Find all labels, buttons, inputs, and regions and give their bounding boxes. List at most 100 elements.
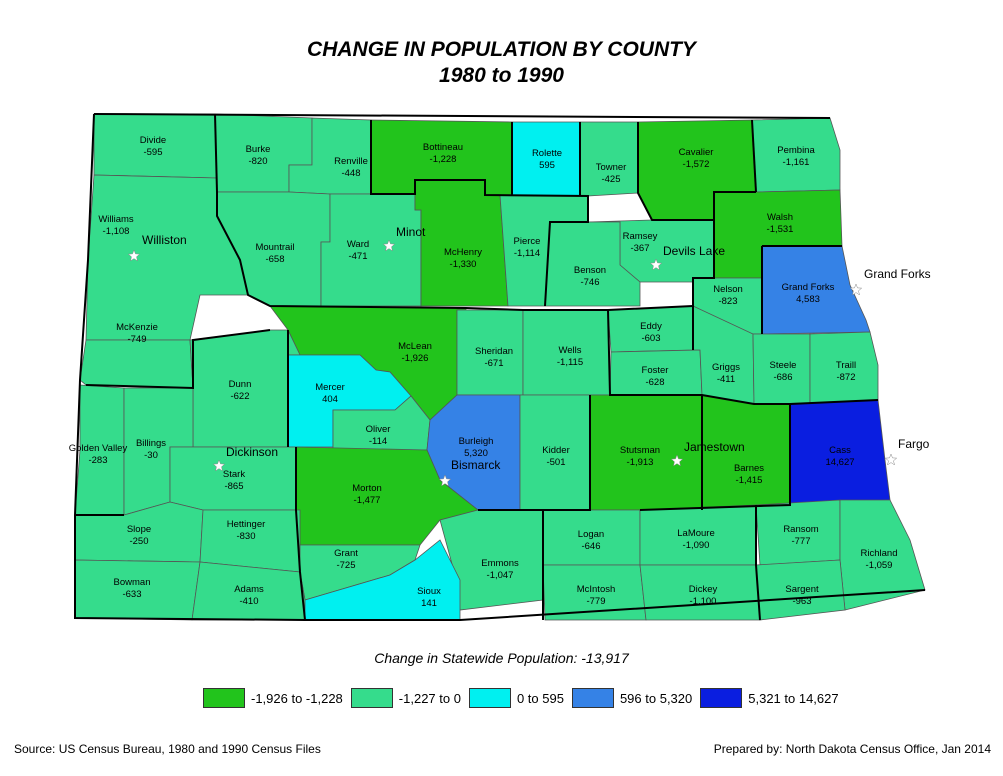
county-name-label: Benson (574, 265, 606, 276)
county-name-label: Slope (127, 524, 151, 535)
county-value-label: 14,627 (825, 457, 854, 468)
city-star-icon (649, 258, 663, 271)
county-name-label: Morton (352, 483, 382, 494)
county-name-label: Foster (642, 365, 669, 376)
county-name-label: Rolette (532, 148, 562, 159)
legend-item: 0 to 595 (468, 688, 564, 708)
county-name-label: Bowman (114, 577, 151, 588)
region-border (214, 113, 218, 193)
county-value-label: -1,090 (683, 540, 710, 551)
county-value-label: -1,477 (354, 495, 381, 506)
statewide-population-change: Change in Statewide Population: -13,917 (374, 650, 629, 666)
county-name-label: McIntosh (577, 584, 616, 595)
county-name-label: McHenry (444, 247, 482, 258)
county-value-label: -30 (144, 450, 158, 461)
region-border (370, 120, 589, 307)
county-value-label: -425 (601, 174, 620, 185)
county-name-label: Kidder (542, 445, 569, 456)
city-star-icon (670, 454, 684, 467)
county-name-label: Walsh (767, 212, 793, 223)
county-name-label: Ramsey (623, 231, 658, 242)
city-star-icon (849, 283, 863, 296)
county-value-label: -1,100 (690, 596, 717, 607)
county-divide (93, 113, 218, 179)
county-value-label: -410 (239, 596, 258, 607)
county-name-label: Dickey (689, 584, 718, 595)
county-value-label: -1,108 (103, 226, 130, 237)
county-value-label: -622 (230, 391, 249, 402)
county-name-label: Emmons (481, 558, 519, 569)
county-name-label: Williams (98, 214, 134, 225)
region-border (692, 220, 715, 350)
county-value-label: -746 (580, 277, 599, 288)
map-legend: -1,926 to -1,228 -1,227 to 0 0 to 595 59… (203, 687, 847, 709)
county-name-label: Grand Forks (782, 282, 835, 293)
county-value-label: -471 (348, 251, 367, 262)
county-name-label: Sargent (785, 584, 819, 595)
county-name-label: Dunn (229, 379, 252, 390)
county-ward (320, 193, 422, 307)
county-value-label: -1,415 (736, 475, 763, 486)
city-label: Dickinson (226, 445, 278, 459)
county-value-label: -1,228 (430, 154, 457, 165)
county-value-label: -411 (717, 374, 735, 385)
county-name-label: Billings (136, 438, 166, 449)
county-value-label: -250 (129, 536, 148, 547)
city-star-icon (212, 459, 226, 472)
region-border (216, 192, 694, 311)
county-name-label: Barnes (734, 463, 764, 474)
region-border (637, 122, 756, 221)
legend-item: 5,321 to 14,627 (700, 688, 839, 708)
county-value-label: 404 (322, 394, 338, 405)
county-value-label: -1,330 (450, 259, 477, 270)
region-border (607, 309, 879, 405)
county-mchenry (414, 179, 509, 307)
map-subtitle: 1980 to 1990 (439, 64, 564, 87)
county-value-label: -658 (265, 254, 284, 265)
county-value-label: -1,913 (627, 457, 654, 468)
county-value-label: 5,320 (464, 448, 488, 459)
city-star-icon (382, 239, 396, 252)
county-name-label: Richland (861, 548, 898, 559)
county-name-label: Burleigh (459, 436, 494, 447)
county-name-label: Nelson (713, 284, 743, 295)
region-border (85, 329, 271, 390)
legend-label: 5,321 to 14,627 (748, 690, 839, 706)
prepared-by-note: Prepared by: North Dakota Census Office,… (713, 742, 991, 756)
county-name-label: Stutsman (620, 445, 660, 456)
county-value-label: -865 (224, 481, 243, 492)
county-name-label: Eddy (640, 321, 662, 332)
county-name-label: Oliver (366, 424, 391, 435)
county-value-label: -823 (718, 296, 737, 307)
county-name-label: Wells (558, 345, 581, 356)
county-value-label: -646 (581, 541, 600, 552)
legend-item: 596 to 5,320 (571, 688, 693, 708)
county-value-label: -1,572 (683, 159, 710, 170)
legend-label: 0 to 595 (516, 690, 564, 706)
county-value-label: -830 (236, 531, 255, 542)
county-name-label: Renville (334, 156, 368, 167)
city-label: Jamestown (684, 440, 745, 454)
county-name-label: Ransom (783, 524, 818, 535)
county-value-label: -820 (248, 156, 267, 167)
county-name-label: Griggs (712, 362, 740, 373)
county-value-label: -1,115 (557, 357, 583, 368)
county-name-label: Towner (596, 162, 627, 173)
county-value-label: 4,583 (796, 294, 820, 305)
county-name-label: Mercer (315, 382, 345, 393)
legend-item: -1,926 to -1,228 (203, 688, 343, 708)
county-value-label: 141 (421, 598, 437, 609)
county-value-label: -671 (484, 358, 503, 369)
legend-label: 596 to 5,320 (619, 690, 693, 706)
city-label: Grand Forks (864, 267, 931, 281)
source-note: Source: US Census Bureau, 1980 and 1990 … (14, 742, 321, 756)
county-name-label: Traill (836, 360, 856, 371)
county-value-label: -686 (773, 372, 792, 383)
county-name-label: Adams (234, 584, 264, 595)
city-star-icon (884, 453, 898, 466)
county-name-label: Steele (770, 360, 797, 371)
city-star-icon (438, 474, 452, 487)
county-name-label: Burke (246, 144, 271, 155)
region-border (542, 395, 591, 620)
legend-swatch (468, 688, 511, 708)
